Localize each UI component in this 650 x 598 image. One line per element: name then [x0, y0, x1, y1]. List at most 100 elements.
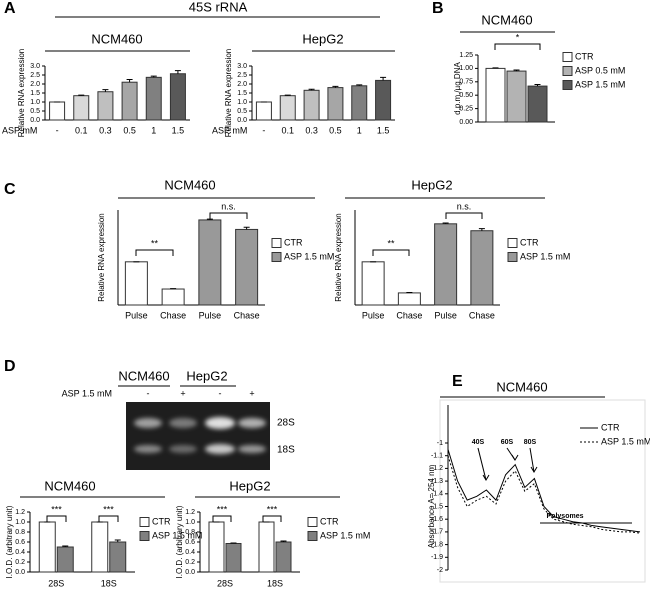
legend-swatch	[508, 239, 517, 248]
legend-swatch	[140, 518, 149, 527]
significance-bracket	[263, 516, 281, 522]
y-tick-label: 0.8	[185, 529, 195, 536]
gel-band: 18S	[277, 445, 295, 456]
significance-label: *	[516, 32, 520, 42]
header: 45S rRNA	[189, 0, 248, 14]
chart-title: NCM460	[481, 12, 532, 27]
significance-label: ***	[267, 504, 278, 514]
x-tick-label: 0.1	[75, 125, 88, 135]
peak-label: 80S	[524, 439, 537, 446]
error-bar	[285, 95, 291, 96]
significance-bracket	[495, 44, 540, 50]
x-tick-label: 0.3	[99, 125, 112, 135]
bar	[352, 86, 367, 120]
x-tick-label: 1	[151, 125, 156, 135]
y-tick-label: -1.7	[431, 529, 443, 536]
y-tick-label: 0.5	[237, 108, 247, 115]
x-tick-label: Chase	[396, 310, 422, 320]
y-tick-label: -1	[437, 440, 443, 447]
significance-label: n.s.	[457, 201, 472, 211]
x-tick-label: 1.5	[172, 125, 185, 135]
significance-label: n.s.	[221, 201, 236, 211]
bar	[146, 77, 161, 120]
legend-swatch	[508, 253, 517, 262]
significance-bracket	[213, 516, 231, 522]
bar	[304, 90, 319, 120]
x-tick-label: Chase	[160, 310, 186, 320]
chart-title: NCM460	[44, 478, 95, 493]
panel-label: C	[4, 181, 16, 198]
legend-label: CTR	[152, 516, 171, 526]
y-tick-label: 0.4	[15, 549, 25, 556]
y-tick-label: 0.25	[459, 105, 473, 112]
panel-label: D	[4, 358, 16, 375]
legend-label: ASP 1.5 mM	[284, 251, 334, 261]
bar	[226, 544, 241, 573]
y-axis-label: Relative RNA expression	[17, 49, 26, 137]
bar	[98, 92, 113, 120]
bar	[125, 262, 147, 305]
gel-image	[126, 402, 270, 470]
bar	[256, 102, 271, 120]
bar	[199, 220, 221, 305]
panel-label: A	[4, 0, 16, 17]
x-tick-label: 0.3	[305, 125, 318, 135]
x-tick-label: 1.5	[377, 125, 390, 135]
y-tick-label: 3.0	[237, 63, 247, 70]
y-tick-label: -2	[437, 567, 443, 574]
significance-bracket	[373, 250, 409, 256]
legend-swatch	[563, 67, 572, 76]
y-tick-label: 1.0	[15, 519, 25, 526]
y-tick-label: 0.2	[15, 559, 25, 566]
y-tick-label: 0.2	[185, 559, 195, 566]
x-tick-label: 0.1	[281, 125, 294, 135]
x-axis-label: ASP mM	[2, 125, 37, 135]
x-tick-label: -	[262, 125, 265, 135]
y-tick-label: 0.6	[15, 539, 25, 546]
bar	[57, 547, 73, 572]
y-tick-label: 0.0	[15, 569, 25, 576]
x-tick-label: Pulse	[362, 310, 385, 320]
legend-label: CTR	[320, 516, 339, 526]
significance-bracket	[47, 516, 66, 522]
bar	[170, 74, 185, 120]
x-tick-label: -	[56, 125, 59, 135]
x-tick-label: Pulse	[125, 310, 148, 320]
gel-line-label: NCM460	[118, 368, 169, 383]
chart-title: HepG2	[229, 478, 270, 493]
y-tick-label: 0.0	[185, 569, 195, 576]
bar	[50, 102, 65, 120]
legend-label: ASP 1.5 mM	[320, 530, 370, 540]
y-tick-label: 1.25	[459, 52, 473, 59]
legend-label: CTR	[575, 51, 594, 61]
gel-line-label: HepG2	[186, 368, 227, 383]
y-tick-label: -1.1	[431, 453, 443, 460]
error-bar	[231, 543, 237, 544]
y-tick-label: -1.8	[431, 541, 443, 548]
y-tick-label: 2.5	[30, 72, 40, 79]
error-bar	[78, 95, 84, 96]
x-tick-label: 0.5	[123, 125, 136, 135]
panel-label: E	[452, 373, 463, 390]
y-axis-label: I.O.D. (arbitrary unit)	[5, 505, 14, 578]
profile-line	[448, 456, 640, 533]
y-tick-label: 0.8	[15, 529, 25, 536]
x-tick-label: 28S	[48, 578, 64, 588]
y-tick-label: 1.0	[185, 519, 195, 526]
y-tick-label: -1.9	[431, 554, 443, 561]
y-tick-label: 0.5	[30, 108, 40, 115]
y-tick-label: -1.6	[431, 516, 443, 523]
chart-title: HepG2	[302, 31, 343, 46]
y-tick-label: 1.0	[237, 99, 247, 106]
y-axis-label: Relative RNA expression	[97, 213, 106, 301]
y-tick-label: 2.0	[30, 81, 40, 88]
bar	[528, 86, 547, 122]
x-tick-label: 18S	[267, 578, 283, 588]
bar	[276, 542, 291, 572]
y-tick-label: 0.6	[185, 539, 195, 546]
bar	[362, 262, 384, 305]
x-tick-label: 0.5	[329, 125, 342, 135]
y-tick-label: 1.00	[459, 65, 473, 72]
legend-label: CTR	[601, 422, 620, 432]
significance-label: ***	[51, 504, 62, 514]
